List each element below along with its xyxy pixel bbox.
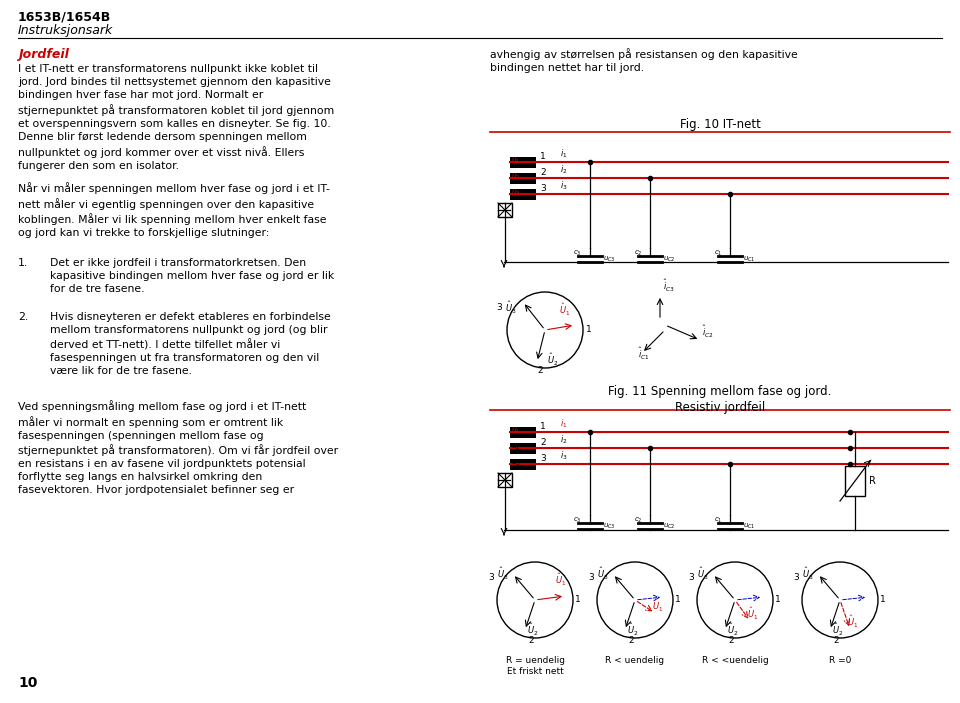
Bar — [498, 203, 512, 217]
Bar — [510, 172, 536, 183]
Text: $\hat{U}_3$: $\hat{U}_3$ — [698, 565, 709, 581]
Text: $u_{C3}$: $u_{C3}$ — [603, 254, 615, 264]
Text: 3: 3 — [496, 303, 502, 312]
Text: $u_2$: $u_2$ — [511, 441, 520, 451]
Text: 3: 3 — [688, 573, 694, 582]
Text: $i_2$: $i_2$ — [560, 164, 567, 176]
Text: 2: 2 — [833, 636, 839, 645]
Text: $\hat{U}_1$: $\hat{U}_1$ — [560, 302, 570, 318]
Text: $c_1$: $c_1$ — [713, 248, 722, 257]
Text: $u_2$: $u_2$ — [511, 171, 520, 181]
Text: $u_{C2}$: $u_{C2}$ — [663, 254, 676, 264]
Text: R =0: R =0 — [828, 656, 852, 665]
Text: $c_1$: $c_1$ — [713, 515, 722, 524]
Text: 10: 10 — [18, 676, 37, 690]
Text: 1: 1 — [675, 595, 681, 605]
Text: 1: 1 — [775, 595, 780, 605]
Text: $\hat{U}_2$: $\hat{U}_2$ — [627, 622, 638, 638]
Text: Ved spenningsmåling mellom fase og jord i et IT-nett
måler vi normalt en spennin: Ved spenningsmåling mellom fase og jord … — [18, 400, 338, 496]
Text: $\hat{U}_1$: $\hat{U}_1$ — [747, 605, 758, 621]
Text: $u_1$: $u_1$ — [511, 425, 520, 435]
Text: $\hat{U}_3$: $\hat{U}_3$ — [497, 565, 509, 581]
Text: 3: 3 — [793, 573, 799, 582]
Text: 2: 2 — [540, 168, 545, 177]
Text: R = uendelig
Et friskt nett: R = uendelig Et friskt nett — [506, 656, 564, 676]
Text: R < <uendelig: R < <uendelig — [702, 656, 768, 665]
Text: $i_3$: $i_3$ — [560, 180, 567, 193]
Text: $u_{C1}$: $u_{C1}$ — [743, 522, 756, 531]
Text: $\hat{U}_2$: $\hat{U}_2$ — [832, 622, 844, 638]
Text: 1: 1 — [540, 422, 545, 431]
Text: $i_1$: $i_1$ — [560, 418, 567, 430]
Text: $u_3$: $u_3$ — [511, 187, 521, 198]
Text: Når vi måler spenningen mellom hver fase og jord i et IT-
nett måler vi egentlig: Når vi måler spenningen mellom hver fase… — [18, 182, 330, 238]
Text: Jordfeil: Jordfeil — [18, 48, 69, 61]
Text: 3: 3 — [540, 184, 545, 193]
Text: $c_2$: $c_2$ — [634, 515, 642, 524]
Text: $u_3$: $u_3$ — [511, 457, 521, 467]
Text: avhengig av størrelsen på resistansen og den kapasitive
bindingen nettet har til: avhengig av størrelsen på resistansen og… — [490, 48, 798, 73]
Text: $u_1$: $u_1$ — [511, 155, 520, 165]
Text: 1653B/1654B: 1653B/1654B — [18, 10, 111, 23]
Text: $i_1$: $i_1$ — [560, 148, 567, 160]
Bar — [510, 188, 536, 200]
Text: 2: 2 — [540, 438, 545, 447]
Text: 2.: 2. — [18, 312, 28, 322]
Text: R: R — [869, 476, 876, 486]
Text: $c_3$: $c_3$ — [573, 515, 582, 524]
Text: $\hat{U}_1$: $\hat{U}_1$ — [555, 572, 566, 588]
Bar — [510, 458, 536, 470]
Text: $c_2$: $c_2$ — [634, 248, 642, 257]
Text: 2: 2 — [729, 636, 733, 645]
Text: 1: 1 — [575, 595, 581, 605]
Text: Fig. 11 Spenning mellom fase og jord.
Resistiv jordfeil: Fig. 11 Spenning mellom fase og jord. Re… — [609, 385, 831, 415]
Text: $\hat{U}_2$: $\hat{U}_2$ — [728, 622, 738, 638]
Text: 1.: 1. — [18, 258, 28, 268]
Text: 1: 1 — [540, 152, 545, 161]
Text: $\hat{U}_2$: $\hat{U}_2$ — [547, 352, 559, 368]
Text: $u_{C3}$: $u_{C3}$ — [603, 522, 615, 531]
Text: R < uendelig: R < uendelig — [606, 656, 664, 665]
Text: 3: 3 — [588, 573, 594, 582]
Text: I et IT-nett er transformatorens nullpunkt ikke koblet til
jord. Jord bindes til: I et IT-nett er transformatorens nullpun… — [18, 64, 334, 171]
Text: $u_{C2}$: $u_{C2}$ — [663, 522, 676, 531]
Bar — [510, 427, 536, 437]
Text: $i_2$: $i_2$ — [560, 434, 567, 446]
Text: 1: 1 — [880, 595, 886, 605]
Text: $\hat{U}_3$: $\hat{U}_3$ — [597, 565, 609, 581]
Bar — [498, 473, 512, 487]
Text: $c_3$: $c_3$ — [573, 248, 582, 257]
Text: Fig. 10 IT-nett: Fig. 10 IT-nett — [680, 118, 760, 131]
Text: 3: 3 — [540, 454, 545, 463]
Text: $\hat{U}_1$: $\hat{U}_1$ — [652, 598, 663, 614]
Text: $\hat{i}_{C2}$: $\hat{i}_{C2}$ — [702, 325, 713, 340]
Text: 1: 1 — [586, 325, 591, 335]
Text: $\hat{U}_2$: $\hat{U}_2$ — [527, 622, 539, 638]
Text: $i_3$: $i_3$ — [560, 450, 567, 463]
Text: 2: 2 — [628, 636, 634, 645]
Bar — [510, 157, 536, 167]
Bar — [845, 466, 865, 496]
Text: $\hat{U}_3$: $\hat{U}_3$ — [506, 300, 517, 316]
Bar — [510, 442, 536, 453]
Text: $\hat{i}_{C1}$: $\hat{i}_{C1}$ — [638, 347, 650, 363]
Text: $\hat{U}_1$: $\hat{U}_1$ — [847, 614, 858, 629]
Text: $\hat{U}_3$: $\hat{U}_3$ — [803, 565, 814, 581]
Text: Instruksjonsark: Instruksjonsark — [18, 24, 113, 37]
Text: 3: 3 — [489, 573, 494, 582]
Text: Det er ikke jordfeil i transformatorkretsen. Den
kapasitive bindingen mellom hve: Det er ikke jordfeil i transformatorkret… — [50, 258, 334, 294]
Text: $u_{C1}$: $u_{C1}$ — [743, 254, 756, 264]
Text: Hvis disneyteren er defekt etableres en forbindelse
mellom transformatorens null: Hvis disneyteren er defekt etableres en … — [50, 312, 331, 376]
Text: 2: 2 — [528, 636, 534, 645]
Text: $\hat{i}_{C3}$: $\hat{i}_{C3}$ — [663, 278, 675, 293]
Text: 2: 2 — [538, 366, 542, 375]
